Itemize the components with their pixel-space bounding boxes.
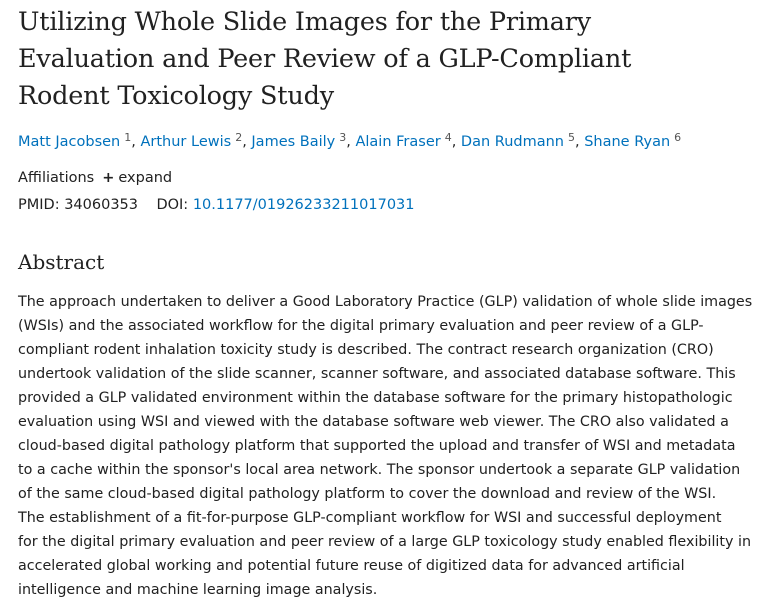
affiliation-number[interactable]: 4 (444, 131, 452, 144)
abstract-line: accelerated global working and potential… (18, 558, 685, 574)
pmid-label: PMID: (18, 197, 60, 213)
doi-label: DOI: (156, 197, 189, 213)
author-name[interactable]: Arthur Lewis (140, 134, 232, 150)
abstract-line: The approach undertaken to deliver a Goo… (18, 294, 753, 310)
expand-button[interactable]: expand (118, 170, 173, 186)
expand-icon[interactable]: + (102, 170, 115, 186)
abstract-line: compliant rodent inhalation toxicity stu… (18, 342, 714, 358)
title-line: Evaluation and Peer Review of a GLP-Comp… (18, 44, 632, 74)
abstract-line: intelligence and machine learning image … (18, 582, 378, 598)
affiliation-number[interactable]: 5 (567, 131, 575, 144)
abstract-line: cloud-based digital pathology platform t… (18, 438, 736, 454)
author-name[interactable]: Shane Ryan (584, 134, 671, 150)
abstract-line: of the same cloud-based digital patholog… (18, 486, 717, 502)
abstract-line: provided a GLP validated environment wit… (18, 390, 733, 406)
abstract-heading: Abstract (18, 250, 105, 274)
abstract-line: The establishment of a fit-for-purpose G… (18, 510, 722, 526)
affiliations: Affiliations + expand (18, 170, 172, 186)
affiliations-label: Affiliations (18, 170, 95, 186)
article-title: Utilizing Whole Slide Images for the Pri… (18, 4, 631, 115)
author-name[interactable]: Matt Jacobsen (18, 134, 121, 150)
doi-link[interactable]: 10.1177/01926233211017031 (192, 197, 415, 213)
abstract-line: evaluation using WSI and viewed with the… (18, 414, 729, 430)
title-line: Rodent Toxicology Study (18, 81, 334, 111)
abstract-line: (WSIs) and the associated workflow for t… (18, 318, 704, 334)
affiliation-number[interactable]: 2 (235, 131, 243, 144)
abstract-line: to a cache within the sponsor's local ar… (18, 462, 741, 478)
author-name[interactable]: James Baily (251, 134, 336, 150)
identifiers: PMID: 34060353 DOI: 10.1177/019262332110… (18, 197, 415, 213)
author-list: Matt Jacobsen1Arthur Lewis2James Baily3A… (18, 131, 681, 150)
affiliation-number[interactable]: 3 (339, 131, 347, 144)
affiliation-number[interactable]: 1 (124, 131, 132, 144)
abstract-line: for the digital primary evaluation and p… (18, 534, 752, 550)
author-name[interactable]: Dan Rudmann (460, 134, 564, 150)
author: Matt Jacobsen 1 (18, 131, 132, 150)
author-name[interactable]: Alain Fraser (355, 134, 441, 150)
abstract-line: undertook validation of the slide scanne… (18, 366, 736, 382)
abstract-text: The approach undertaken to deliver a Goo… (18, 290, 752, 602)
pmid: 34060353 (64, 197, 139, 213)
title-line: Utilizing Whole Slide Images for the Pri… (18, 7, 591, 37)
affiliation-number[interactable]: 6 (674, 131, 682, 144)
